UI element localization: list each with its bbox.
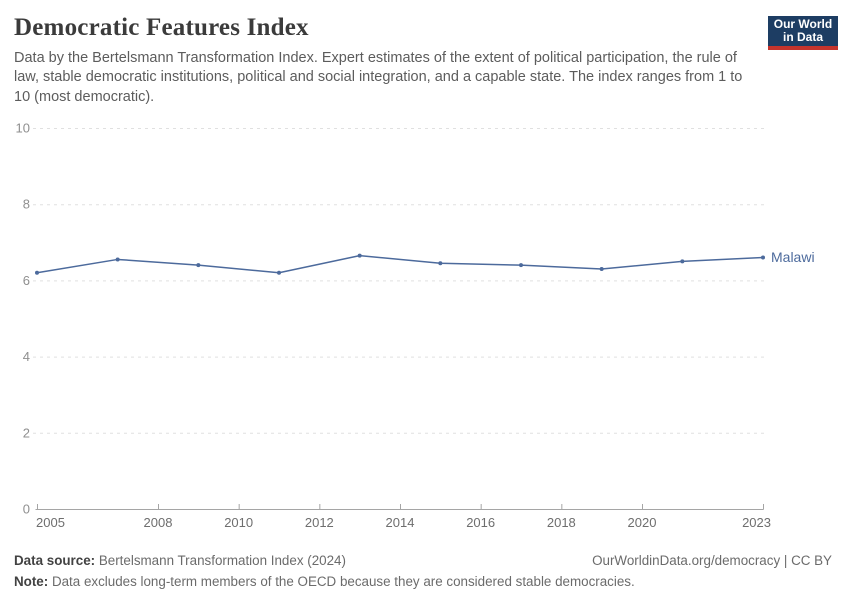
data-source-text: Bertelsmann Transformation Index (2024) [95, 553, 346, 568]
x-tick-label-2020: 2020 [628, 515, 657, 530]
y-tick-label-4: 4 [23, 349, 30, 364]
x-tick-label-2016: 2016 [466, 515, 495, 530]
series-label-malawi[interactable]: Malawi [771, 249, 815, 265]
x-tick-label-2012: 2012 [305, 515, 334, 530]
chart-note: Note: Data excludes long-term members of… [14, 571, 635, 592]
x-tick-label-2018: 2018 [547, 515, 576, 530]
y-tick-label-6: 6 [23, 273, 30, 288]
data-point-2007[interactable] [115, 257, 120, 262]
x-tick-label-2008: 2008 [144, 515, 173, 530]
data-point-2023[interactable] [761, 255, 765, 260]
page-title: Democratic Features Index [14, 14, 309, 41]
x-tick-label-2005: 2005 [36, 515, 65, 530]
owid-logo-line2: in Data [782, 30, 823, 44]
data-point-2005[interactable] [35, 270, 39, 275]
x-tick-label-2023: 2023 [742, 515, 771, 530]
y-tick-label-10: 10 [16, 121, 30, 136]
data-point-2011[interactable] [277, 270, 281, 275]
y-tick-label-2: 2 [23, 425, 30, 440]
y-tick-label-0: 0 [23, 502, 30, 517]
x-tick-label-2014: 2014 [386, 515, 415, 530]
chart-note-label: Note: [14, 574, 49, 589]
series-line-malawi[interactable] [36, 254, 764, 274]
data-point-2021[interactable] [680, 259, 685, 264]
owid-logo[interactable]: Our World in Data [768, 16, 838, 50]
data-point-2009[interactable] [196, 263, 201, 268]
data-point-2017[interactable] [519, 263, 523, 268]
x-tick-label-2010: 2010 [224, 515, 253, 530]
y-tick-label-8: 8 [23, 197, 30, 212]
chart-subtitle: Data by the Bertelsmann Transformation I… [14, 50, 743, 105]
data-point-2019[interactable] [599, 266, 604, 271]
line-chart: 0 2 4 6 8 10 2005 2008 2010 2012 2014 2016 2018 2020 2… [16, 121, 815, 531]
chart-footer: Data source: Bertelsmann Transformation … [0, 540, 850, 592]
owid-url-link[interactable]: OurWorldinData.org/democracy | CC BY [592, 553, 832, 568]
chart-note-text: Data excludes long-term members of the O… [48, 574, 635, 589]
data-source-label: Data source: [14, 553, 96, 568]
data-point-2013[interactable] [357, 253, 362, 258]
chart-header: Democratic Features Index Data by the Be… [0, 0, 850, 115]
owid-logo-line1: Our World [773, 17, 833, 31]
data-source: Data source: Bertelsmann Transformation … [14, 550, 346, 571]
data-point-2015[interactable] [438, 261, 443, 266]
